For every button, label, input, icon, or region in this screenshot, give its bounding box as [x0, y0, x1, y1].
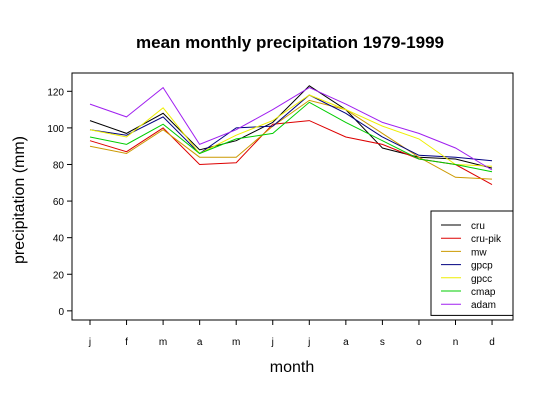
- x-tick-label: n: [453, 337, 459, 348]
- legend-label-gpcp: gpcp: [471, 261, 493, 272]
- x-tick-label: a: [197, 337, 203, 348]
- legend-label-cru-pik: cru-pik: [471, 234, 502, 245]
- plot-area: 0 20 40 60 80 100 120 j f m a m j j a s o n d cru cru-pik mw g…: [47, 72, 514, 348]
- series-line-gpcp: [89, 94, 493, 162]
- y-tick-label: 120: [47, 87, 64, 98]
- series-line-cmap: [89, 101, 493, 173]
- y-tick-label: 80: [53, 160, 65, 171]
- y-tick-label: 100: [47, 124, 64, 135]
- legend-label-adam: adam: [471, 300, 496, 311]
- legend-label-mw: mw: [471, 247, 487, 258]
- y-tick-label: 20: [53, 270, 65, 281]
- legend-label-cmap: cmap: [471, 287, 496, 298]
- x-axis-label: month: [270, 359, 314, 376]
- y-tick-label: 40: [53, 234, 65, 245]
- x-tick-label: s: [380, 337, 385, 348]
- chart-title: mean monthly precipitation 1979-1999: [136, 33, 444, 52]
- plot-frame: [71, 72, 514, 321]
- series-line-cru: [89, 85, 493, 169]
- x-tick-label: m: [232, 337, 240, 348]
- x-tick-label: m: [159, 337, 167, 348]
- legend-label-gpcc: gpcc: [471, 274, 492, 285]
- x-tick-label: a: [343, 337, 349, 348]
- y-axis-label: precipitation (mm): [11, 136, 28, 264]
- series-line-mw: [89, 99, 493, 180]
- x-tick-label: j: [271, 337, 274, 348]
- series-line-adam: [89, 86, 493, 171]
- x-tick-label: d: [489, 337, 495, 348]
- series-line-gpcc: [89, 94, 493, 167]
- x-tick-label: j: [88, 337, 91, 348]
- legend-label-cru: cru: [471, 221, 485, 232]
- x-tick-label: o: [416, 337, 422, 348]
- y-tick-label: 60: [53, 197, 65, 208]
- series-line-cru-pik: [89, 120, 493, 186]
- x-tick-label: j: [307, 337, 310, 348]
- legend-box: [430, 210, 514, 316]
- x-tick-label: f: [125, 337, 128, 348]
- y-tick-label: 0: [58, 307, 64, 318]
